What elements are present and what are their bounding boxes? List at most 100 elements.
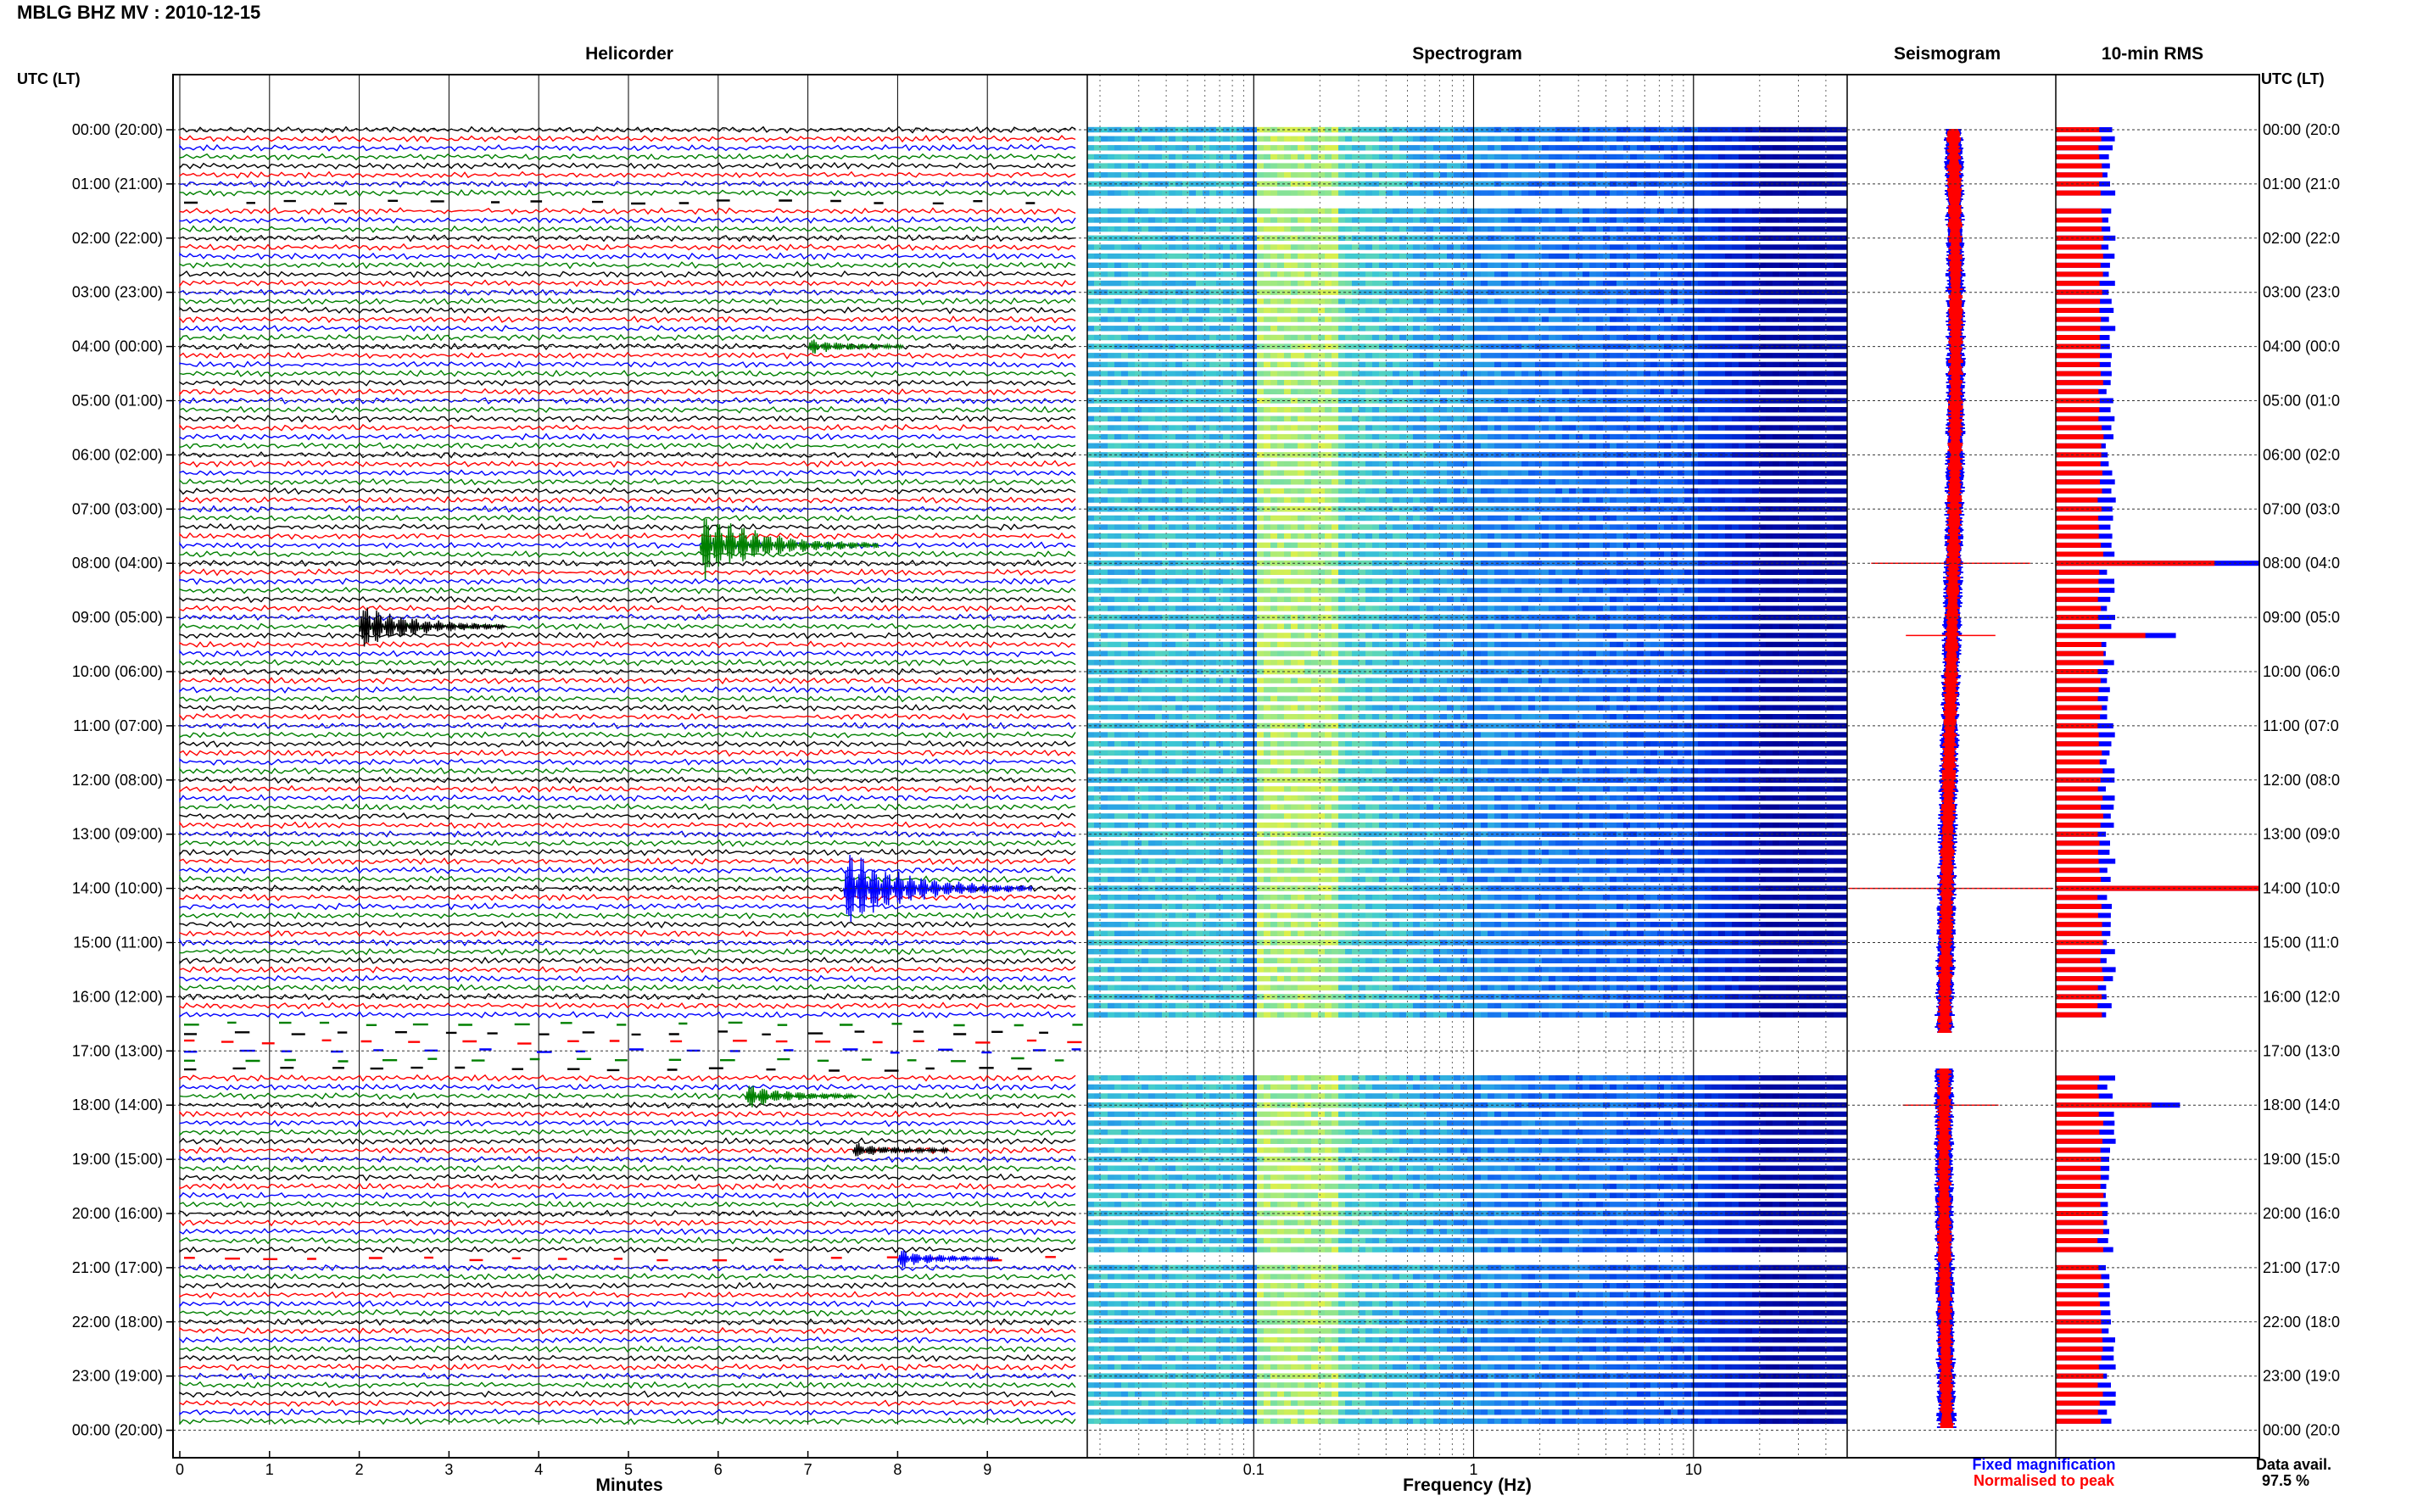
spectrogram-cell (1616, 488, 1623, 494)
spectrogram-cell (1359, 190, 1365, 195)
spectrogram-cell (1501, 416, 1508, 421)
spectrogram-cell (1284, 335, 1291, 340)
spectrogram-cell (1779, 145, 1786, 150)
spectrogram-cell (1379, 471, 1386, 476)
spectrogram-cell (1427, 226, 1433, 232)
spectrogram-cell (1834, 244, 1840, 249)
spectrogram-cell (1440, 298, 1447, 304)
spectrogram-cell (1650, 425, 1657, 430)
spectrogram-cell (1589, 425, 1596, 430)
spectrogram-cell (1535, 425, 1542, 430)
spectrogram-cell (1732, 516, 1739, 521)
spectrogram-cell (1359, 137, 1365, 142)
spectrogram-cell (1142, 298, 1148, 304)
spectrogram-cell (1169, 281, 1175, 286)
spectrogram-cell (1650, 488, 1657, 494)
spectrogram-cell (1209, 326, 1216, 331)
spectrogram-cell (1175, 316, 1182, 321)
spectrogram-cell (1196, 416, 1203, 421)
spectrogram-cell (1773, 335, 1779, 340)
spectrogram-cell (1304, 163, 1311, 168)
spectrogram-cell (1155, 516, 1162, 521)
spectrogram-cell (1732, 226, 1739, 232)
spectrogram-cell (1332, 416, 1338, 421)
spectrogram-cell (1732, 172, 1739, 177)
spectrogram-cell (1650, 316, 1657, 321)
spectrogram-cell (1264, 254, 1270, 259)
spectrogram-cell (1555, 281, 1562, 286)
spectrogram-cell (1630, 137, 1637, 142)
spectrogram-cell (1698, 209, 1705, 214)
spectrogram-cell (1650, 461, 1657, 466)
spectrogram-cell (1162, 271, 1169, 276)
spectrogram-cell (1752, 281, 1759, 286)
spectrogram-cell (1264, 371, 1270, 376)
spectrogram-cell (1616, 471, 1623, 476)
spectrogram-cell (1752, 137, 1759, 142)
spectrogram-cell (1698, 271, 1705, 276)
spectrogram-cell (1562, 425, 1569, 430)
spectrogram-cell (1691, 137, 1698, 142)
spectrogram-cell (1779, 154, 1786, 159)
spectrogram-cell (1725, 497, 1732, 502)
spectrogram-cell (1175, 488, 1182, 494)
spectrogram-cell (1209, 226, 1216, 232)
spectrogram-cell (1786, 471, 1793, 476)
spectrogram-cell (1657, 137, 1664, 142)
spectrogram-cell (1684, 308, 1691, 313)
spectrogram-cell (1128, 425, 1135, 430)
spectrogram-cell (1148, 226, 1155, 232)
spectrogram-cell (1365, 461, 1372, 466)
spectrogram-cell (1427, 416, 1433, 421)
spectrogram-cell (1732, 137, 1739, 142)
spectrogram-cell (1440, 308, 1447, 313)
spectrogram-cell (1108, 154, 1114, 159)
spectrogram-cell (1569, 154, 1576, 159)
spectrogram-cell (1725, 209, 1732, 214)
spectrogram-cell (1549, 316, 1555, 321)
spectrogram-cell (1481, 145, 1488, 150)
spectrogram-cell (1277, 326, 1284, 331)
spectrogram-cell (1508, 226, 1515, 232)
spectrogram-cell (1257, 516, 1264, 521)
spectrogram-cell (1508, 434, 1515, 439)
spectrogram-cell (1454, 461, 1460, 466)
spectrogram-cell (1087, 416, 1094, 421)
spectrogram-cell (1555, 353, 1562, 358)
spectrogram-cell (1644, 226, 1650, 232)
spectrogram-cell (1800, 326, 1806, 331)
spectrogram-cell (1264, 281, 1270, 286)
spectrogram-cell (1209, 479, 1216, 484)
spectrogram-cell (1311, 263, 1318, 268)
spectrogram-cell (1691, 425, 1698, 430)
spectrogram-cell (1583, 172, 1589, 177)
spectrogram-cell (1203, 271, 1209, 276)
spectrogram-cell (1189, 516, 1196, 521)
spectrogram-cell (1325, 416, 1332, 421)
spectrogram-cell (1284, 425, 1291, 430)
spectrogram-cell (1806, 488, 1813, 494)
spectrogram-cell (1494, 353, 1501, 358)
spectrogram-cell (1528, 425, 1535, 430)
spectrogram-cell (1332, 353, 1338, 358)
spectrogram-cell (1494, 226, 1501, 232)
spectrogram-cell (1365, 209, 1372, 214)
spectrogram-cell (1270, 154, 1277, 159)
spectrogram-cell (1576, 217, 1583, 222)
spectrogram-cell (1372, 326, 1379, 331)
spectrogram-cell (1508, 326, 1515, 331)
helicorder-trace (180, 298, 1075, 304)
spectrogram-cell (1243, 416, 1250, 421)
spectrogram-cell (1610, 416, 1616, 421)
spectrogram-cell (1101, 389, 1108, 394)
spectrogram-cell (1637, 190, 1644, 195)
spectrogram-cell (1718, 137, 1725, 142)
spectrogram-cell (1264, 271, 1270, 276)
spectrogram-cell (1630, 145, 1637, 150)
spectrogram-cell (1182, 271, 1189, 276)
spectrogram-cell (1135, 362, 1142, 367)
spectrogram-cell (1175, 407, 1182, 412)
spectrogram-cell (1474, 271, 1481, 276)
spectrogram-cell (1467, 335, 1474, 340)
spectrogram-cell (1243, 461, 1250, 466)
